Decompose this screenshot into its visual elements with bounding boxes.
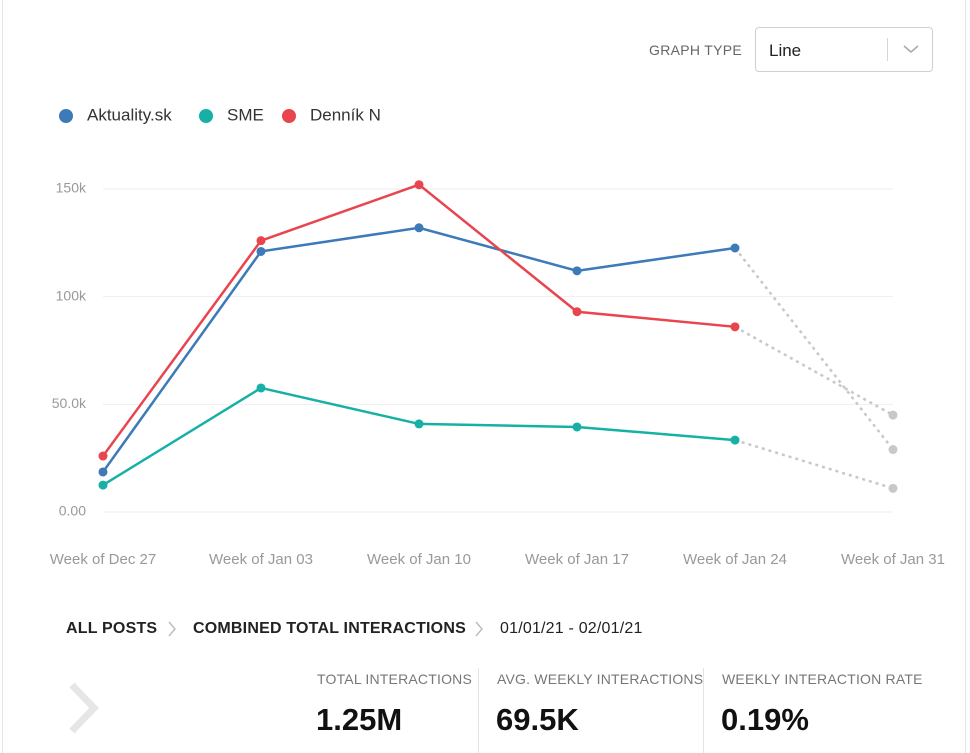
breadcrumb-item[interactable]: ALL POSTS xyxy=(66,620,158,637)
legend-swatch xyxy=(282,109,296,123)
data-point xyxy=(414,419,424,429)
x-tick-label: Week of Jan 31 xyxy=(841,551,945,568)
x-tick-label: Week of Jan 24 xyxy=(683,551,787,568)
legend-label: SME xyxy=(227,105,264,124)
chart: 0.00 50.0k 100k 150k Week of Dec 27 Week of J… xyxy=(50,105,945,568)
breadcrumb-chevron xyxy=(475,621,483,637)
carousel-arrow[interactable] xyxy=(64,680,100,736)
select-divider xyxy=(887,38,888,61)
x-tick-label: Week of Jan 10 xyxy=(367,551,471,568)
data-point xyxy=(730,322,740,332)
incomplete-line xyxy=(734,438,894,490)
x-tick-label: Week of Dec 27 xyxy=(50,551,156,568)
data-point xyxy=(98,451,108,461)
series-line xyxy=(101,226,736,473)
y-tick-label: 150k xyxy=(56,180,87,196)
data-point xyxy=(98,467,108,477)
y-tick-label: 100k xyxy=(56,287,87,303)
select-chevron xyxy=(903,45,919,54)
data-point xyxy=(888,410,898,420)
x-tick-label: Week of Jan 17 xyxy=(525,551,629,568)
legend-swatch xyxy=(199,109,213,123)
incomplete-line xyxy=(734,247,894,451)
data-point xyxy=(572,307,582,317)
graph-type-label: GRAPH TYPE xyxy=(649,42,742,58)
stat-divider xyxy=(703,668,704,753)
legend-label: Denník N xyxy=(310,105,381,124)
stat-divider xyxy=(478,668,479,753)
x-tick-label: Week of Jan 03 xyxy=(209,551,313,568)
data-point xyxy=(730,435,740,445)
data-point xyxy=(256,246,266,256)
stat-value: 0.19% xyxy=(721,702,809,737)
data-point xyxy=(572,266,582,276)
data-point xyxy=(256,236,266,246)
data-point xyxy=(98,480,108,490)
y-tick-label: 0.00 xyxy=(59,503,86,519)
stat-value: 1.25M xyxy=(316,702,403,737)
data-point xyxy=(414,223,424,233)
stat-label: AVG. WEEKLY INTERACTIONS xyxy=(497,671,704,687)
series-line xyxy=(102,386,736,487)
stat-label: WEEKLY INTERACTION RATE xyxy=(722,671,923,687)
graph-type-select[interactable]: Line xyxy=(755,27,933,72)
data-point xyxy=(888,483,898,493)
stat-label: TOTAL INTERACTIONS xyxy=(317,671,473,687)
breadcrumb-item[interactable]: COMBINED TOTAL INTERACTIONS xyxy=(193,620,466,637)
breadcrumb-chevron xyxy=(168,621,176,637)
y-tick-label: 50.0k xyxy=(52,395,87,411)
data-point xyxy=(414,180,424,190)
legend-swatch xyxy=(59,109,73,123)
graph-type-value: Line xyxy=(769,41,802,60)
data-point xyxy=(256,383,266,393)
data-point xyxy=(730,243,740,253)
data-point xyxy=(572,422,582,432)
breadcrumb-item: 01/01/21 - 02/01/21 xyxy=(500,620,643,637)
stat-value: 69.5K xyxy=(496,702,579,737)
data-point xyxy=(888,445,898,455)
legend-label: Aktuality.sk xyxy=(87,105,172,124)
incomplete-line xyxy=(734,325,894,417)
